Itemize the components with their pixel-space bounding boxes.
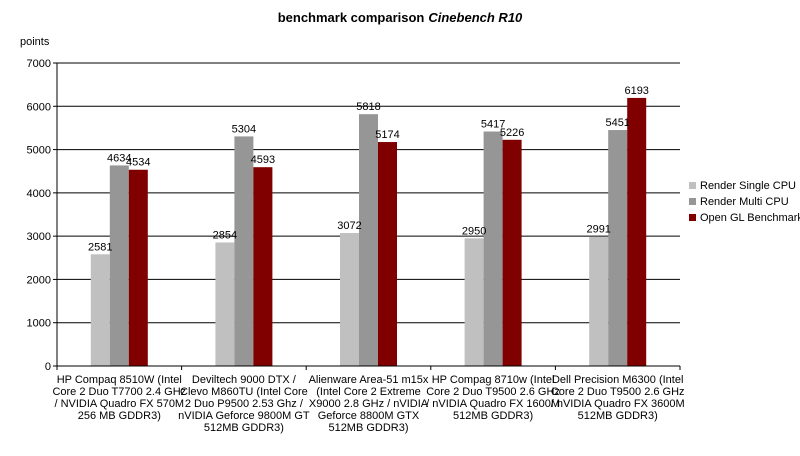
legend-label: Render Multi CPU <box>700 196 789 208</box>
category-label-line: Deviltech 9000 DTX / <box>192 374 297 386</box>
category-label-line: / nVIDIA Quadro FX 3600M <box>551 398 685 410</box>
category-label-line: 512MB GDDR3) <box>204 422 284 434</box>
chart-title-emphasis: Cinebench R10 <box>428 10 523 25</box>
bar <box>502 139 522 366</box>
bars <box>90 97 647 366</box>
y-tick-label: 5000 <box>27 145 51 157</box>
y-tick-label: 7000 <box>27 58 51 70</box>
y-tick-label: 3000 <box>27 231 51 243</box>
value-label: 5417 <box>481 119 505 131</box>
bar <box>464 238 484 366</box>
chart-title-main: benchmark comparison <box>278 10 425 25</box>
category-label-line: 512MB GDDR3) <box>328 422 408 434</box>
category-label-line: Dell Precision M6300 (Intel <box>552 374 683 386</box>
category-label-line: HP Compag 8710w (Intel <box>432 374 555 386</box>
category-label-line: (Intel Core 2 Extreme <box>316 386 421 398</box>
legend: Render Single CPU Render Multi CPU Open GL… <box>689 180 800 224</box>
category-label-line: / NVIDIA Quadro FX 570M <box>54 398 184 410</box>
value-label: 2950 <box>462 225 486 237</box>
y-tick-label: 1000 <box>27 318 51 330</box>
category-label-line: 512MB GDDR3) <box>453 410 533 422</box>
category-label-line: 512MB GDDR3) <box>578 410 658 422</box>
category-label: Alienware Area-51 m15x (Intel Core 2 Extr… <box>309 374 429 434</box>
bar <box>253 167 273 366</box>
value-label: 2991 <box>586 224 610 236</box>
bar <box>109 165 129 366</box>
y-tick-label: 0 <box>45 361 51 373</box>
bar <box>378 142 397 366</box>
value-label: 4593 <box>251 154 275 166</box>
legend-swatch <box>689 182 696 189</box>
category-label-line: 256 MB GDDR3) <box>78 410 161 422</box>
bar <box>483 131 503 366</box>
bar <box>627 97 647 366</box>
bar <box>234 136 254 366</box>
category-label-line: nVIDIA Geforce 9800M GT <box>178 410 310 422</box>
y-tick-label: 4000 <box>27 188 51 200</box>
y-tick-label: 2000 <box>27 274 51 286</box>
category-label-line: Core 2 Duo T9500 2.6 GHz <box>426 386 560 398</box>
bar <box>128 169 148 366</box>
category-label-line: / nVIDIA Quadro FX 1600M <box>426 398 560 410</box>
value-label: 5226 <box>500 127 524 139</box>
y-tick-labels: 0 1000 2000 3000 4000 5000 6000 7000 <box>27 58 51 373</box>
legend-label: Open GL Benchmark <box>700 212 800 224</box>
bar <box>359 114 378 366</box>
legend-swatch <box>689 214 696 221</box>
bar <box>608 130 628 366</box>
legend-swatch <box>689 198 696 205</box>
value-label: 2854 <box>213 229 237 241</box>
category-label-line: Geforce 8800M GTX <box>318 410 420 422</box>
value-label: 5451 <box>605 117 629 129</box>
bar <box>589 236 609 366</box>
category-label: Deviltech 9000 DTX / Clevo M860TU (Intel … <box>178 374 310 434</box>
category-label-line: 2 Duo P9500 2.53 Ghz / <box>185 398 304 410</box>
value-label: 5818 <box>356 101 380 113</box>
bar <box>340 233 359 366</box>
axes <box>53 62 681 370</box>
value-label: 5304 <box>232 123 256 135</box>
value-label: 5174 <box>375 129 399 141</box>
category-label-line: Clevo M860TU (Intel Core <box>180 386 308 398</box>
category-label-line: Core 2 Duo T9500 2.6 GHz <box>551 386 685 398</box>
y-tick-label: 6000 <box>27 101 51 113</box>
chart-title: benchmark comparison Cinebench R10 <box>278 10 523 25</box>
value-label: 3072 <box>337 220 361 232</box>
category-label-line: X9000 2.8 GHz / nVIDIA <box>309 398 429 410</box>
category-label-line: Core 2 Duo T7700 2.4 GHz <box>52 386 186 398</box>
value-label: 6193 <box>624 85 648 97</box>
bar <box>215 242 235 366</box>
bar <box>90 254 110 366</box>
category-label: Dell Precision M6300 (Intel Core 2 Duo T9… <box>551 374 685 422</box>
y-axis-label: points <box>20 36 50 48</box>
category-labels: HP Compaq 8510W (Intel Core 2 Duo T7700 2… <box>52 374 684 434</box>
category-label-line: Alienware Area-51 m15x <box>309 374 429 386</box>
category-label: HP Compag 8710w (Intel Core 2 Duo T9500 2… <box>426 374 560 422</box>
category-label: HP Compaq 8510W (Intel Core 2 Duo T7700 2… <box>52 374 186 422</box>
value-label: 4534 <box>126 157 150 169</box>
value-label: 2581 <box>88 241 112 253</box>
category-label-line: HP Compaq 8510W (Intel <box>57 374 182 386</box>
legend-label: Render Single CPU <box>700 180 796 192</box>
value-label: 4634 <box>107 152 131 164</box>
